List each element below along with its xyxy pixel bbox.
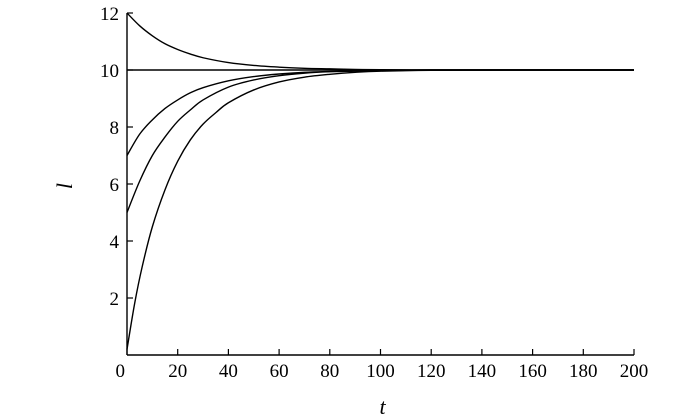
x-tick-label: 160 — [518, 361, 547, 382]
x-tick-label: 120 — [417, 361, 446, 382]
curves — [126, 12, 635, 350]
x-tick-label: 100 — [366, 361, 395, 382]
y-tick-label: 6 — [110, 175, 120, 196]
x-tick-label: 180 — [569, 361, 598, 382]
series-line-4 — [126, 69, 634, 213]
x-tick-label: 80 — [320, 361, 339, 382]
x-tick-label: 0 — [116, 361, 126, 382]
x-tick-label: 20 — [168, 361, 187, 382]
x-axis-title: t — [379, 394, 386, 419]
series-line-3 — [126, 69, 634, 156]
x-axis-ticks: 0 20 40 60 80 100 120 140 160 180 200 — [116, 349, 649, 382]
y-tick-label: 8 — [110, 118, 120, 139]
axes — [126, 13, 634, 356]
y-tick-label: 10 — [100, 61, 119, 82]
series-line-5 — [126, 69, 635, 350]
y-axis-ticks: 2 4 6 8 10 12 — [100, 4, 133, 310]
x-tick-label: 200 — [620, 361, 649, 382]
series-line-1 — [126, 12, 634, 71]
y-tick-label: 2 — [110, 289, 120, 310]
x-tick-label: 60 — [270, 361, 289, 382]
x-tick-label: 40 — [219, 361, 238, 382]
x-tick-label: 140 — [468, 361, 497, 382]
y-tick-label: 4 — [110, 232, 120, 253]
y-tick-label: 12 — [100, 4, 119, 25]
y-axis-title: l — [52, 183, 77, 189]
